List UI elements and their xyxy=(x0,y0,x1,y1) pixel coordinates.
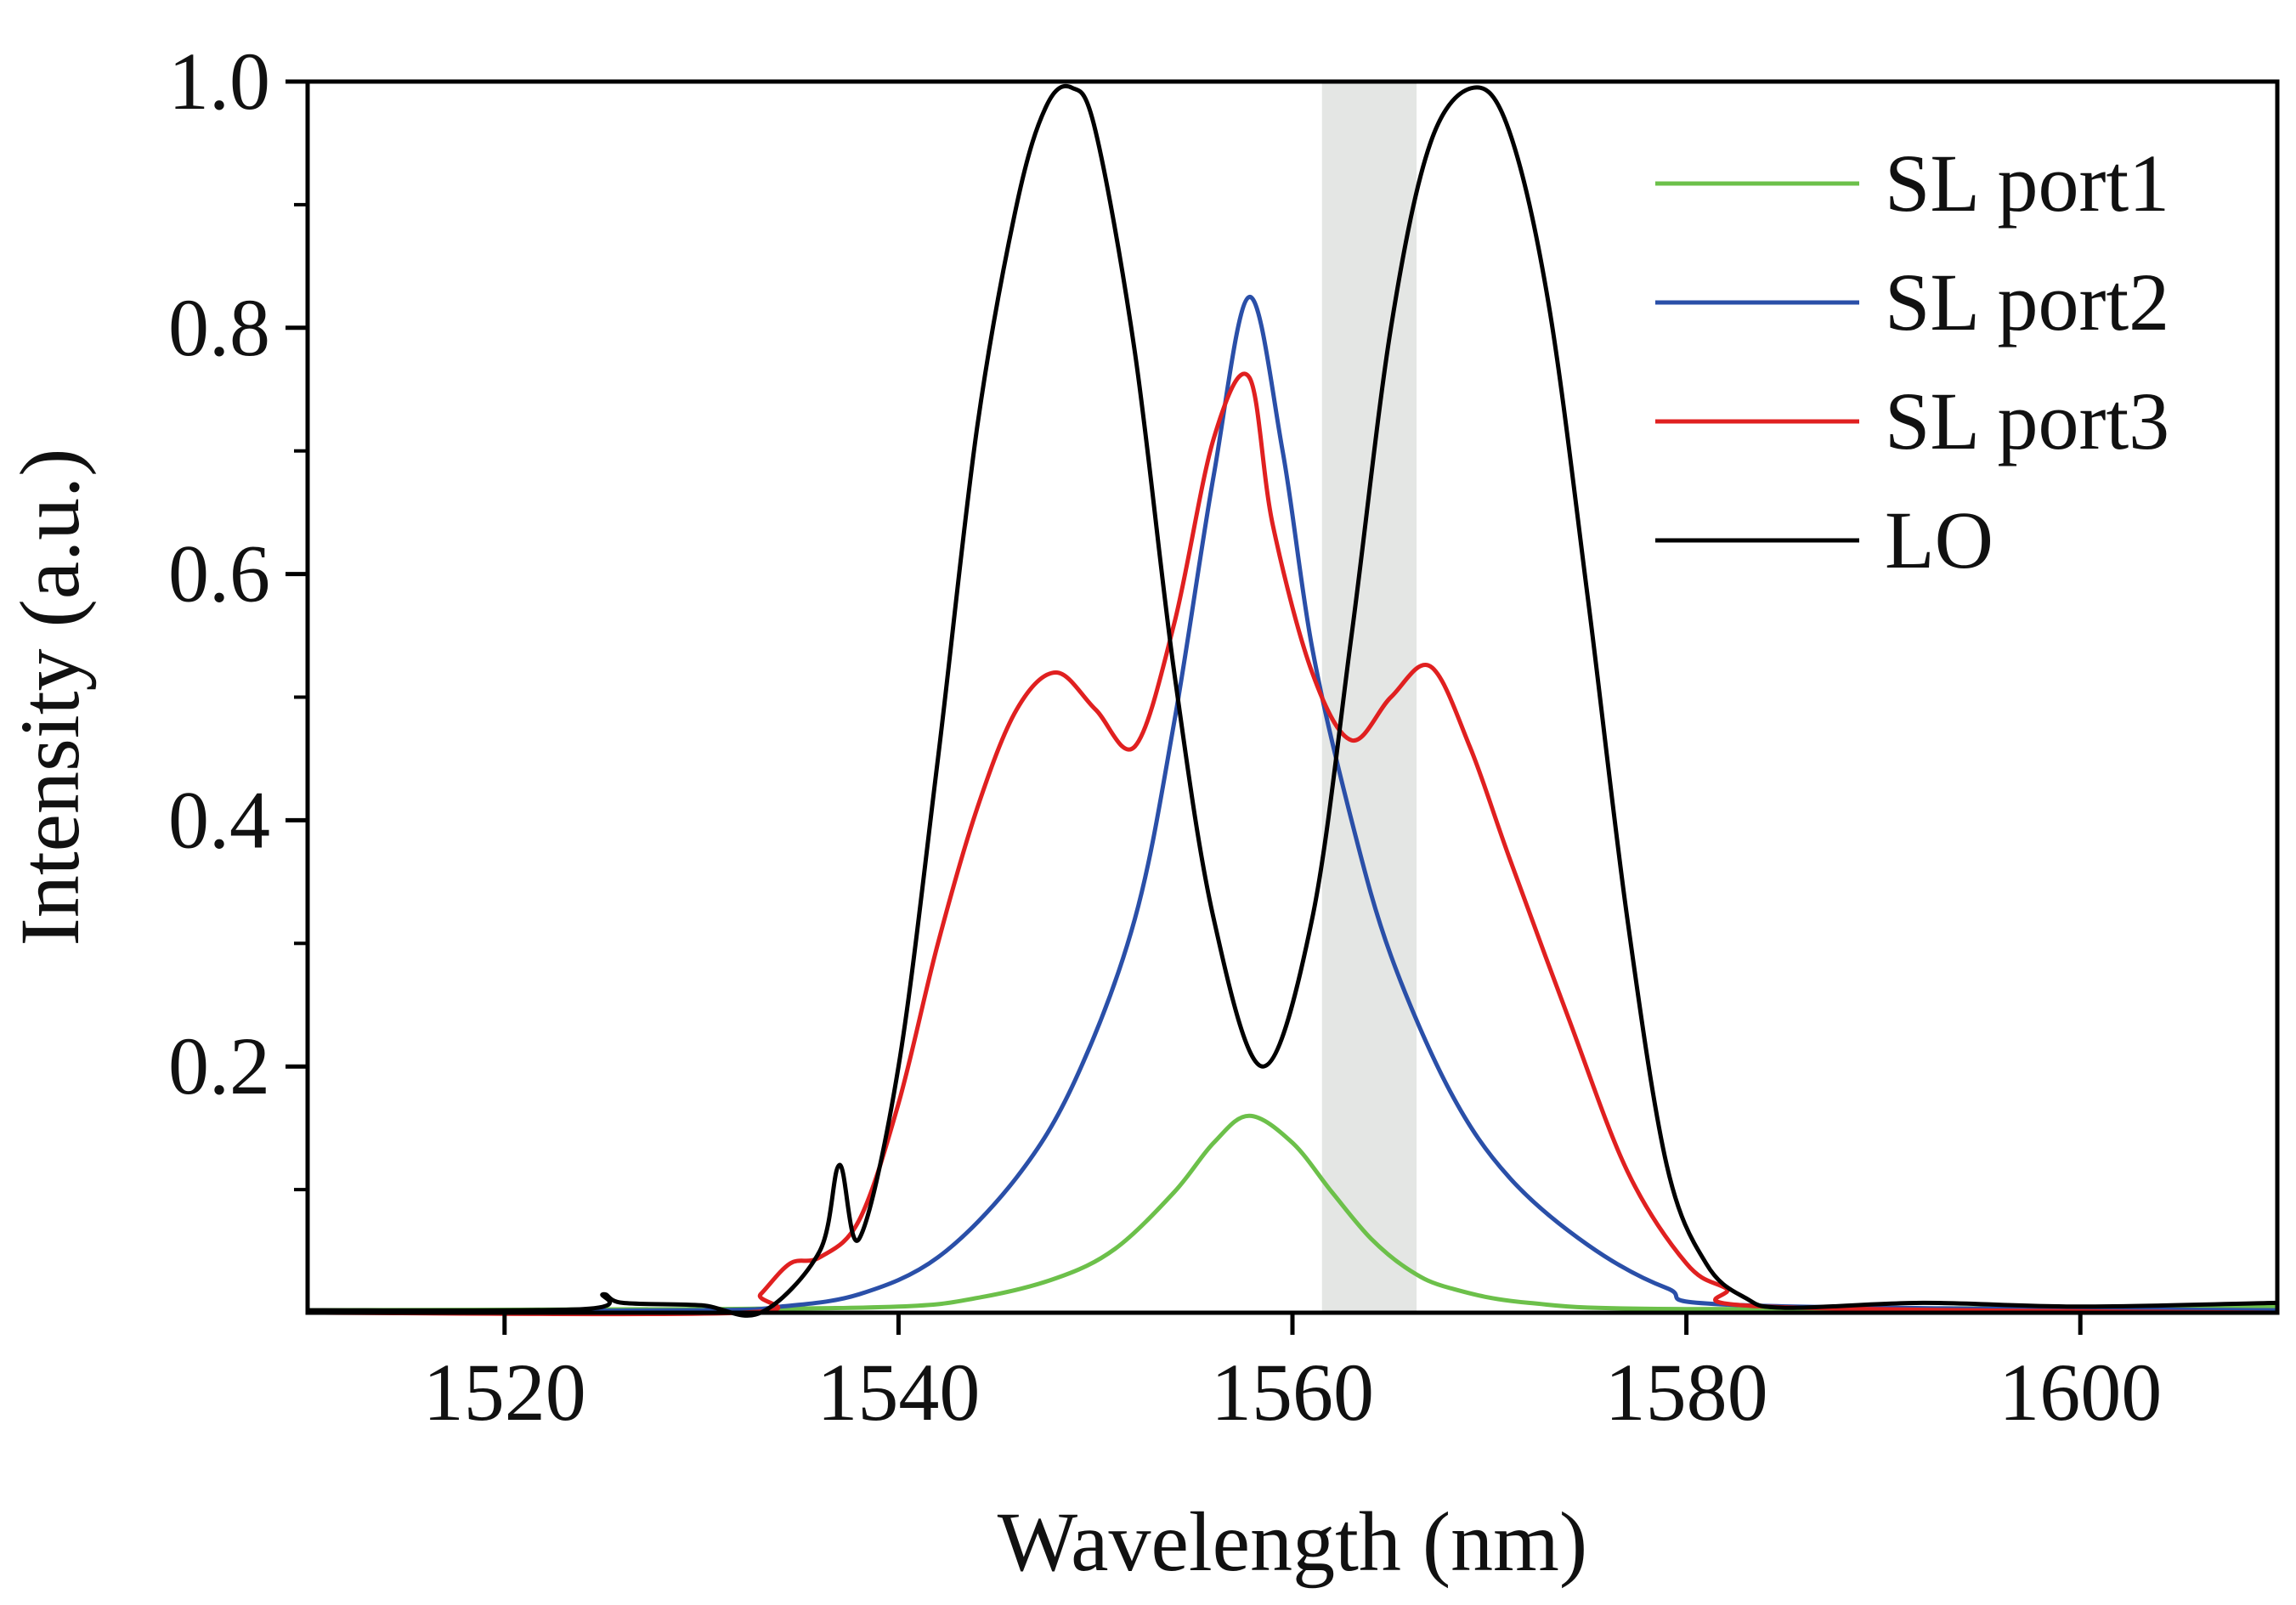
x-tick-label: 1560 xyxy=(1211,1347,1374,1438)
x-tick-label: 1540 xyxy=(817,1347,980,1438)
series-line-sl-port2 xyxy=(307,295,2278,1314)
y-tick-label: 1.0 xyxy=(168,36,270,127)
x-tick-label: 1600 xyxy=(1999,1347,2162,1438)
highlight-band-layer xyxy=(1321,82,1417,1313)
series-line-sl-port1 xyxy=(307,1113,2278,1313)
series-line-sl-port3 xyxy=(307,371,2278,1317)
tick-layer: 1520 1540 1560 1580 1600 0.2 0.4 0.6 0.8 1.0 xyxy=(168,36,2162,1438)
legend-label-lo: LO xyxy=(1885,494,1993,585)
x-tick-label: 1580 xyxy=(1605,1347,1768,1438)
y-tick-label: 0.6 xyxy=(168,528,270,619)
x-tick-label: 1520 xyxy=(423,1347,586,1438)
legend-label-sl-port1: SL port1 xyxy=(1885,138,2169,229)
series-line-lo xyxy=(307,83,2278,1318)
highlight-band xyxy=(1321,82,1417,1313)
y-tick-label: 0.4 xyxy=(168,774,270,865)
series-layer xyxy=(307,83,2278,1318)
legend: SL port1 SL port2 SL port3 LO xyxy=(1655,138,2169,585)
legend-label-sl-port2: SL port2 xyxy=(1885,257,2169,348)
y-axis-title: Intensity (a.u.) xyxy=(3,449,97,947)
x-axis-title: Wavelength (nm) xyxy=(998,1495,1587,1589)
legend-label-sl-port3: SL port3 xyxy=(1885,376,2169,466)
y-tick-label: 0.8 xyxy=(168,282,270,373)
y-tick-label: 0.2 xyxy=(168,1020,270,1111)
